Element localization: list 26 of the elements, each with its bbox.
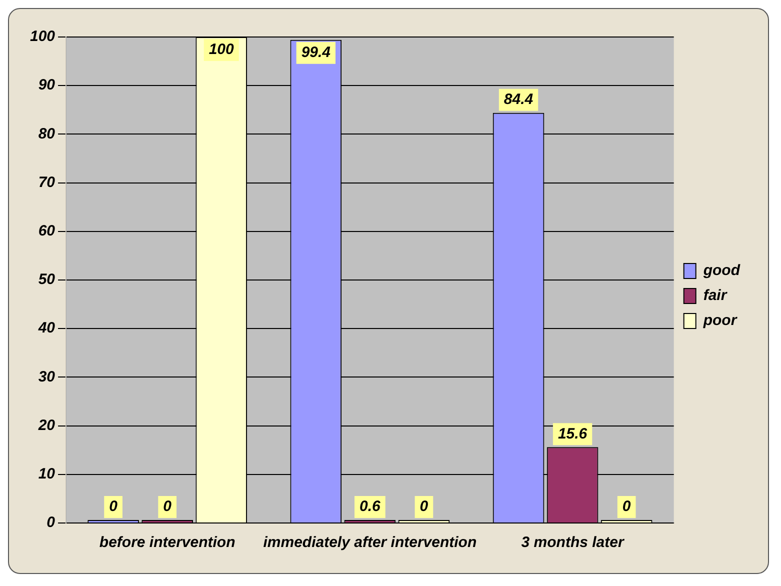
y-tick-label: 60 [38,222,56,240]
y-tick-label: 50 [38,271,56,288]
y-tick-label: 30 [38,368,56,386]
y-tick-label: 0 [46,514,56,532]
legend-label: good [702,262,741,280]
y-tick-label: 90 [38,76,56,94]
y-tick-label: 40 [37,320,56,337]
legend-label: poor [702,312,738,330]
data-label: 0.6 [360,498,382,516]
x-tick-label: 3 months later [521,534,625,552]
data-label: 0 [420,498,429,516]
x-tick-label: immediately after intervention [263,534,477,552]
y-tick-label: 10 [38,466,56,483]
data-label: 84.4 [504,90,534,108]
y-tick-label: 100 [30,28,56,46]
x-tick-label: before intervention [99,534,236,552]
y-tick-label: 80 [38,125,56,142]
data-label: 0 [163,498,172,516]
data-label: 0 [622,498,632,516]
legend-label: fair [703,287,728,304]
data-label: 15.6 [558,425,588,442]
y-tick-label: 70 [38,174,56,191]
data-label: 100 [208,41,235,58]
y-tick-label: 20 [37,416,56,434]
data-label: 99.4 [301,44,332,62]
data-label: 0 [109,498,118,516]
